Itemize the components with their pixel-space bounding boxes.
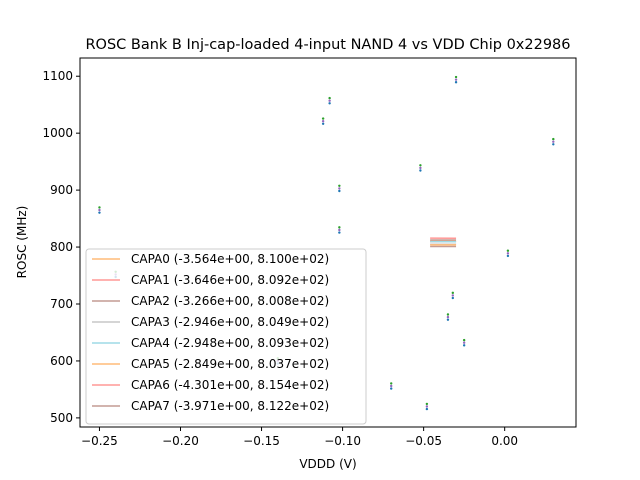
x-tick-label: −0.05 [405,434,442,448]
data-point [338,226,341,229]
data-point [338,228,341,232]
data-point [446,315,450,319]
data-point [338,189,341,193]
x-axis-label: VDDD (V) [299,457,356,471]
data-point [506,252,510,255]
data-point [419,164,422,167]
legend-label: CAPA5 (-2.849e+00, 8.037e+02) [131,357,329,371]
y-tick-label: 500 [50,411,73,425]
y-tick-label: 1100 [42,69,73,83]
data-point [552,143,555,146]
data-point [462,341,466,344]
x-tick-label: −0.15 [243,434,280,448]
data-point [451,291,455,295]
data-point [328,96,331,100]
data-point [390,384,393,388]
data-point [425,407,429,411]
legend-label: CAPA3 (-2.946e+00, 8.049e+02) [131,315,329,329]
legend: CAPA0 (-3.564e+00, 8.100e+02) CAPA1 (-3.6… [85,248,367,425]
data-point [419,166,422,170]
data-point [321,122,325,126]
chart-title: ROSC Bank B Inj-cap-loaded 4-input NAND … [85,37,570,53]
data-point [506,254,510,258]
x-tick-label: −0.20 [162,434,199,448]
y-tick-label: 600 [50,354,73,368]
x-axis-ticks: −0.25 −0.20 −0.15 −0.10 −0.05 0.00 [81,427,518,448]
legend-label: CAPA4 (-2.948e+00, 8.093e+02) [131,336,329,350]
legend-label: CAPA1 (-3.646e+00, 8.092e+02) [131,273,329,287]
data-point [462,344,466,347]
legend-box [85,248,367,425]
data-point [98,208,101,212]
data-point [506,249,510,252]
data-point [552,137,555,141]
data-point [390,387,393,390]
data-point [328,102,331,105]
y-tick-label: 900 [50,183,73,197]
data-point [446,313,450,316]
y-tick-label: 700 [50,297,73,311]
data-point [98,211,101,214]
x-tick-label: 0.00 [491,434,518,448]
data-point [419,169,422,172]
legend-label: CAPA7 (-3.971e+00, 8.122e+02) [131,399,329,413]
data-point [338,184,341,188]
data-point [390,382,393,385]
data-point [454,81,458,84]
x-tick-label: −0.10 [324,434,361,448]
data-point [328,99,331,102]
data-point [552,140,555,143]
y-tick-label: 800 [50,240,73,254]
y-axis-label: ROSC (MHz) [15,206,29,279]
y-axis-ticks: 500 600 700 800 900 1000 1100 [42,69,80,425]
data-point [462,338,466,342]
data-point [338,231,341,234]
data-point [451,296,455,300]
data-point [446,318,450,321]
legend-label: CAPA2 (-3.266e+00, 8.008e+02) [131,294,329,308]
data-point [425,405,429,408]
data-point [338,187,341,190]
data-point [98,206,101,209]
data-point [451,294,455,297]
data-point [425,402,429,406]
data-point [454,78,458,81]
x-tick-label: −0.25 [81,434,118,448]
data-point [321,120,325,123]
legend-label: CAPA0 (-3.564e+00, 8.100e+02) [131,252,329,266]
y-tick-label: 1000 [42,126,73,140]
data-point [321,117,325,120]
legend-label: CAPA6 (-4.301e+00, 8.154e+02) [131,378,329,392]
axes-frame [79,57,577,428]
data-point [454,75,458,79]
